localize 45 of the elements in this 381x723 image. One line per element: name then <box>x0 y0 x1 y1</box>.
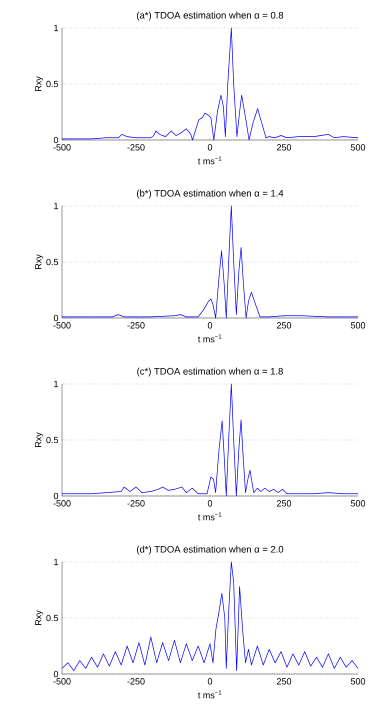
x-tick-label: -250 <box>127 322 145 329</box>
y-tick-label: 1 <box>54 380 58 388</box>
y-tick-label: 1 <box>54 24 58 32</box>
x-tick-label: 500 <box>350 678 366 685</box>
chart-title: (b*) TDOA estimation when α = 1.4 <box>136 190 284 198</box>
x-tick-label: 500 <box>350 322 366 329</box>
y-tick-label: 0.5 <box>46 258 58 266</box>
y-tick-label: 0.5 <box>46 436 58 444</box>
x-tick-label: -250 <box>127 678 145 685</box>
x-axis-title: t ms$^{−1}$ <box>198 512 222 520</box>
line-series <box>62 562 358 671</box>
y-axis-title: Rxy <box>35 76 44 91</box>
x-tick-label: 250 <box>276 144 292 151</box>
chart-title: (d*) TDOA estimation when α = 2.0 <box>136 546 284 554</box>
y-axis-title: Rxy <box>35 432 44 447</box>
x-tick-label: 0 <box>208 144 212 151</box>
x-tick-label: -250 <box>127 500 145 507</box>
x-tick-label: 0 <box>208 500 212 507</box>
x-tick-label: 500 <box>350 500 366 507</box>
y-tick-label: 1 <box>54 558 58 566</box>
x-tick-label: -500 <box>53 500 71 507</box>
x-tick-label: 0 <box>208 322 212 329</box>
x-tick-label: -500 <box>53 678 71 685</box>
x-tick-label: -250 <box>127 144 145 151</box>
chart-title: (c*) TDOA estimation when α = 1.8 <box>137 368 283 376</box>
x-tick-label: 250 <box>276 500 292 507</box>
x-tick-label: -500 <box>53 144 71 151</box>
x-tick-label: 250 <box>276 322 292 329</box>
y-axis-title: Rxy <box>35 610 44 625</box>
y-tick-label: 0.5 <box>46 80 58 88</box>
x-tick-label: 250 <box>276 678 292 685</box>
x-tick-label: 0 <box>208 678 212 685</box>
chart-title: (a*) TDOA estimation when α = 0.8 <box>136 12 284 20</box>
y-tick-label: 0.5 <box>46 614 58 622</box>
y-tick-label: 1 <box>54 202 58 210</box>
x-tick-label: 500 <box>350 144 366 151</box>
x-tick-label: -500 <box>53 322 71 329</box>
y-tick-label: 0 <box>54 314 58 322</box>
y-tick-label: 0 <box>54 492 58 500</box>
x-axis-title: t ms$^{−1}$ <box>198 156 222 164</box>
y-tick-label: 0 <box>54 670 58 678</box>
x-axis-title: t ms$^{−1}$ <box>198 690 222 698</box>
x-axis-title: t ms$^{−1}$ <box>198 334 222 342</box>
y-tick-label: 0 <box>54 136 58 144</box>
y-axis-title: Rxy <box>35 254 44 269</box>
